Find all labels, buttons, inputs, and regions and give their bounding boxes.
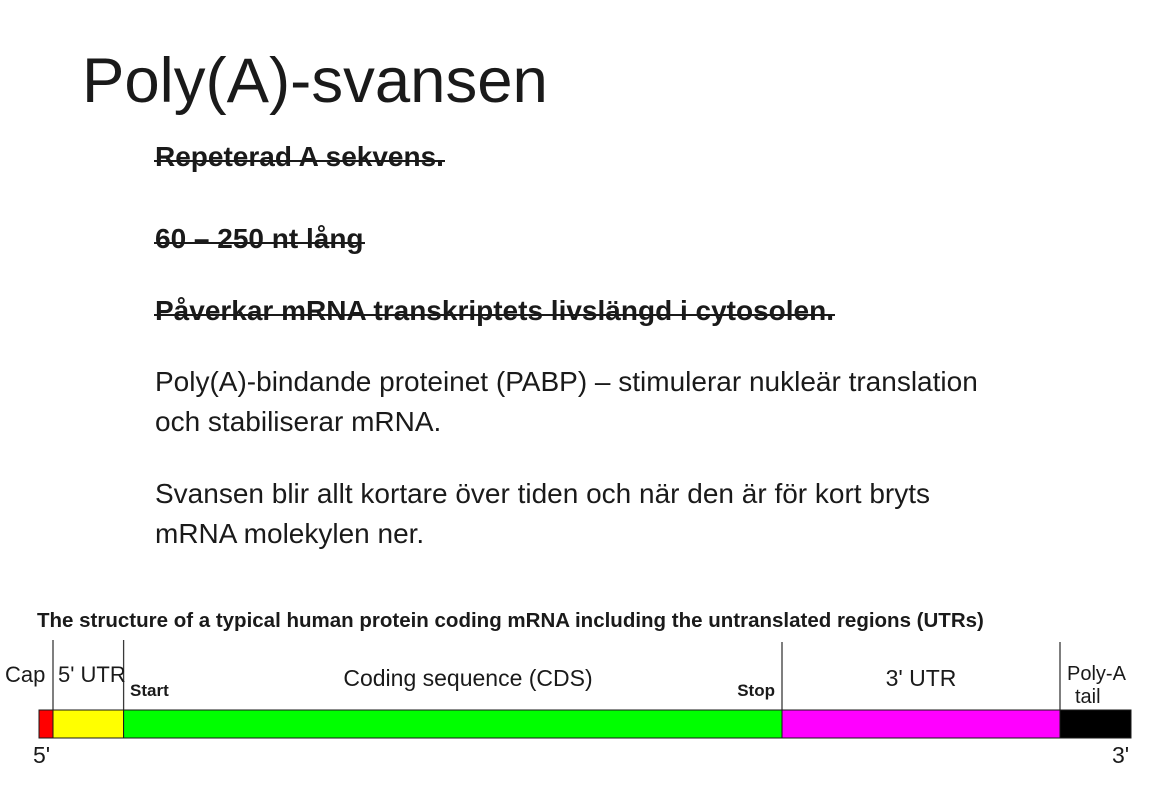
- svg-text:Cap: Cap: [5, 662, 45, 687]
- svg-text:5' UTR: 5' UTR: [58, 662, 126, 687]
- svg-text:3' UTR: 3' UTR: [886, 665, 957, 691]
- svg-text:tail: tail: [1075, 686, 1101, 708]
- svg-text:Coding sequence (CDS): Coding sequence (CDS): [343, 665, 592, 691]
- svg-text:Stop: Stop: [737, 681, 775, 700]
- svg-text:The structure of a typical hum: The structure of a typical human protein…: [37, 609, 984, 632]
- svg-text:5': 5': [33, 742, 50, 768]
- svg-text:3': 3': [1112, 742, 1129, 768]
- svg-text:Start: Start: [130, 681, 169, 700]
- svg-text:Poly-A: Poly-A: [1067, 663, 1127, 685]
